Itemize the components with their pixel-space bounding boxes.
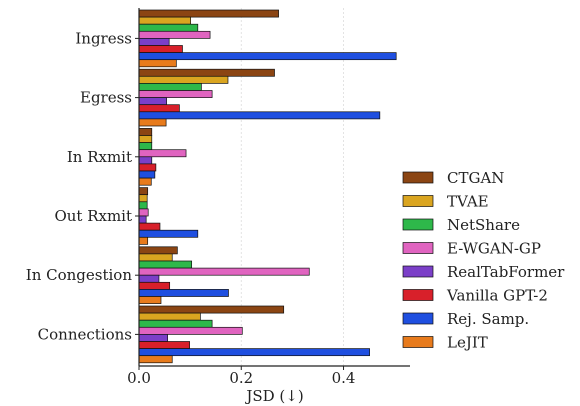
- x-tick-label-2: 0.4: [332, 369, 356, 387]
- bar-ingress-ctgan: [138, 9, 279, 18]
- bar-egress-netshare: [138, 83, 202, 91]
- bar-connections-e-wgan-gp: [138, 326, 243, 335]
- legend-swatch-ctgan: [402, 171, 434, 184]
- bar-ingress-netshare: [138, 23, 199, 32]
- bar-in-rxmit-realtabformer: [138, 156, 153, 165]
- bar-ingress-vanilla-gpt-2: [138, 45, 183, 53]
- legend-swatch-realtabformer: [402, 265, 434, 278]
- bar-in-rxmit-lejit: [138, 177, 152, 186]
- category-label-out-rxmit: Out Rxmit: [54, 207, 132, 225]
- legend-label-vanilla-gpt-2: Vanilla GPT-2: [446, 287, 548, 305]
- bar-out-rxmit-vanilla-gpt-2: [138, 222, 161, 231]
- bar-ingress-lejit: [138, 59, 177, 68]
- bars: [138, 9, 397, 364]
- bar-out-rxmit-netshare: [138, 201, 148, 210]
- legend-swatch-tvae: [402, 195, 434, 207]
- bar-ingress-rej-samp-: [138, 52, 397, 61]
- legend-label-tvae: TVAE: [447, 193, 489, 211]
- bar-out-rxmit-tvae: [138, 194, 148, 203]
- legend: CTGAN TVAE NetShare E-WGAN-GP RealTabFormer V…: [402, 169, 565, 352]
- bar-egress-realtabformer: [138, 97, 167, 106]
- bar-out-rxmit-ctgan: [138, 187, 149, 196]
- x-tick-labels: 0.0 0.2 0.4: [127, 366, 355, 387]
- bar-in-congestion-e-wgan-gp: [138, 267, 310, 276]
- bar-in-congestion-tvae: [138, 253, 173, 262]
- legend-label-ctgan: CTGAN: [447, 169, 504, 187]
- bar-in-congestion-ctgan: [138, 246, 178, 255]
- bar-egress-e-wgan-gp: [138, 90, 213, 98]
- bar-in-congestion-vanilla-gpt-2: [138, 281, 171, 290]
- bar-connections-lejit: [138, 355, 173, 364]
- legend-swatch-lejit: [402, 336, 434, 348]
- legend-label-netshare: NetShare: [447, 216, 520, 234]
- bar-connections-realtabformer: [138, 334, 168, 342]
- axes: [138, 8, 410, 367]
- category-labels: Ingress Egress In Rxmit Out Rxmit In Congest…: [26, 29, 139, 343]
- bar-connections-ctgan: [138, 305, 285, 314]
- bar-out-rxmit-lejit: [138, 236, 149, 245]
- bar-in-rxmit-vanilla-gpt-2: [138, 163, 157, 172]
- bar-egress-rej-samp-: [138, 111, 381, 120]
- bar-ingress-e-wgan-gp: [138, 30, 211, 39]
- bar-in-congestion-realtabformer: [138, 274, 160, 283]
- category-label-connections: Connections: [38, 325, 132, 343]
- bar-in-rxmit-netshare: [138, 142, 153, 151]
- legend-swatch-netshare: [402, 218, 434, 231]
- bar-connections-vanilla-gpt-2: [138, 341, 190, 349]
- category-label-ingress: Ingress: [75, 29, 132, 47]
- legend-swatch-e-wgan-gp: [402, 242, 434, 254]
- legend-label-lejit: LeJIT: [447, 334, 488, 352]
- bar-in-congestion-rej-samp-: [138, 289, 229, 297]
- bar-egress-tvae: [138, 75, 229, 84]
- bar-out-rxmit-e-wgan-gp: [138, 208, 149, 217]
- bar-ingress-tvae: [138, 16, 191, 25]
- bar-out-rxmit-realtabformer: [138, 215, 147, 224]
- x-tick-label-0: 0.0: [127, 369, 151, 387]
- bar-in-rxmit-tvae: [138, 135, 153, 143]
- bar-egress-lejit: [138, 118, 167, 127]
- bar-ingress-realtabformer: [138, 38, 170, 46]
- bar-connections-netshare: [138, 319, 213, 328]
- legend-label-e-wgan-gp: E-WGAN-GP: [447, 240, 541, 258]
- bar-in-rxmit-ctgan: [138, 128, 153, 136]
- bar-in-rxmit-e-wgan-gp: [138, 149, 187, 158]
- bar-in-congestion-netshare: [138, 260, 193, 269]
- legend-swatch-vanilla-gpt-2: [402, 289, 434, 301]
- x-axis-label: JSD (↓): [244, 387, 303, 405]
- bar-in-rxmit-rej-samp-: [138, 170, 156, 179]
- legend-swatch-rej-samp-: [402, 312, 434, 325]
- bar-in-congestion-lejit: [138, 296, 162, 304]
- x-tick-label-1: 0.2: [229, 369, 253, 387]
- legend-label-realtabformer: RealTabFormer: [447, 263, 565, 281]
- bar-connections-rej-samp-: [138, 348, 370, 357]
- category-label-in-congestion: In Congestion: [26, 266, 133, 284]
- category-label-egress: Egress: [80, 89, 132, 107]
- bar-egress-vanilla-gpt-2: [138, 104, 180, 113]
- bar-connections-tvae: [138, 312, 201, 321]
- bar-out-rxmit-rej-samp-: [138, 229, 199, 238]
- legend-label-rej-samp-: Rej. Samp.: [447, 310, 529, 328]
- bar-egress-ctgan: [138, 68, 275, 77]
- category-label-in-rxmit: In Rxmit: [67, 148, 132, 166]
